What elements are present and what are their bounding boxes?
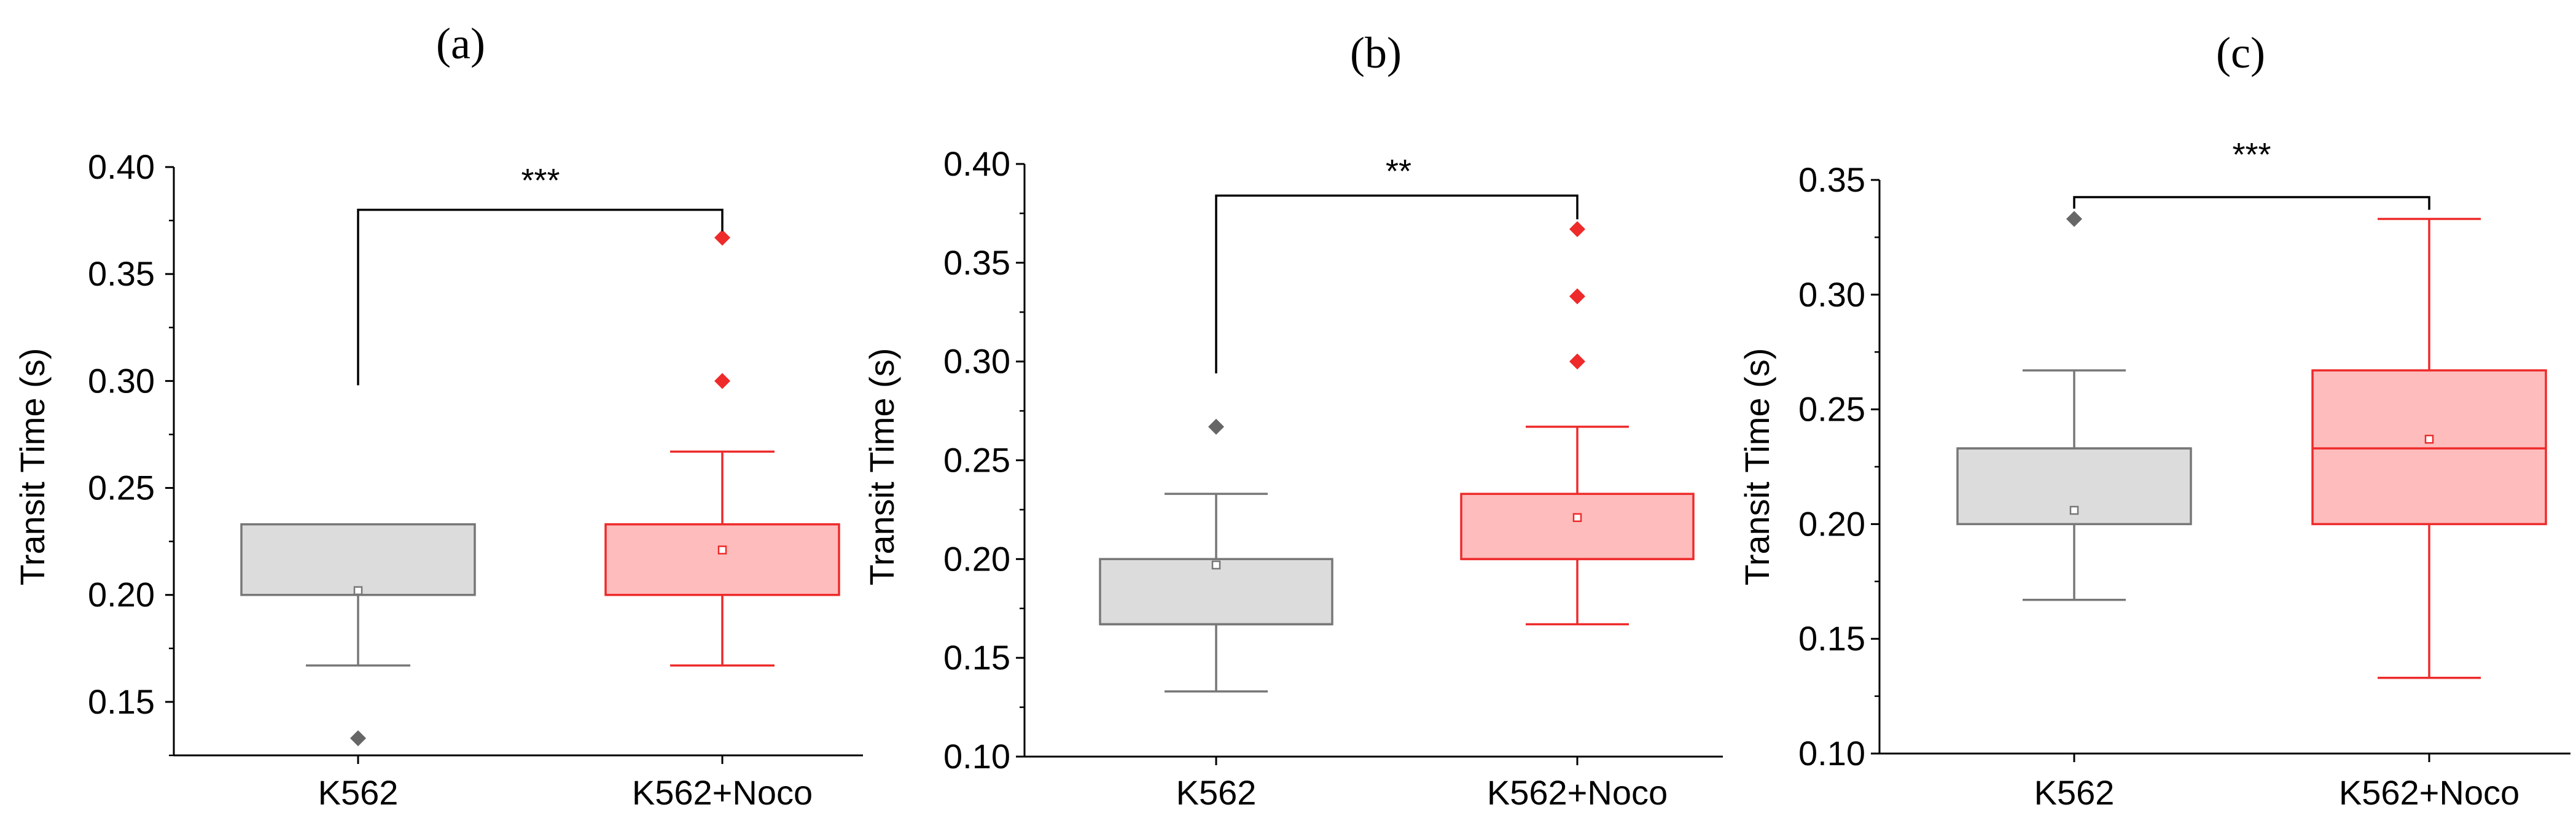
- y-tick-label: 0.35: [1798, 160, 1865, 199]
- box-rect: [604, 523, 840, 596]
- y-axis-title: Transit Time (s): [862, 348, 901, 586]
- y-tick-label: 0.15: [1798, 619, 1865, 658]
- x-tick-label-k562: K562: [318, 773, 399, 812]
- y-tick-label: 0.35: [943, 243, 1010, 282]
- box-k562-noco: [1460, 221, 1695, 626]
- y-tick-label: 0.30: [88, 361, 155, 400]
- y-tick-label: 0.30: [1798, 275, 1865, 314]
- x-tick-label-k562-noco: K562+Noco: [1487, 773, 1668, 812]
- outlier-marker: [1569, 353, 1585, 370]
- significance-label: ***: [2232, 136, 2271, 173]
- x-tick-label-k562: K562: [1176, 773, 1257, 812]
- outlier-marker: [1569, 288, 1585, 305]
- panel-label: (a): [436, 19, 485, 68]
- mean-marker: [1572, 513, 1582, 523]
- significance-bracket: [1215, 194, 1579, 373]
- y-tick-label: 0.25: [943, 441, 1010, 480]
- y-tick-label: 0.10: [1798, 734, 1865, 773]
- box-k562: [240, 523, 476, 747]
- x-tick-label-k562: K562: [2034, 773, 2115, 812]
- box-k562-noco: [2311, 217, 2547, 679]
- box-rect: [2311, 369, 2547, 526]
- y-tick-label: 0.15: [943, 638, 1010, 677]
- significance-label: ***: [521, 162, 560, 199]
- y-tick-label: 0.25: [1798, 390, 1865, 429]
- x-tick-label-k562-noco: K562+Noco: [632, 773, 813, 812]
- outlier-marker: [1569, 221, 1585, 238]
- x-tick-label-k562-noco: K562+Noco: [2339, 773, 2519, 812]
- mean-marker: [2424, 434, 2434, 444]
- y-tick-label: 0.20: [1798, 504, 1865, 543]
- y-tick-label: 0.30: [943, 342, 1010, 381]
- y-tick-label: 0.20: [88, 575, 155, 614]
- y-tick-label: 0.35: [88, 254, 155, 293]
- panel-c: (c) Transit Time (s) K562 K562+Noco *** …: [1738, 28, 2570, 812]
- panel-a: (a) Transit Time (s) K562 K562+Noco *** …: [13, 19, 863, 812]
- box-k562: [1956, 211, 2192, 601]
- box-k562-noco: [604, 229, 840, 667]
- panel-label: (b): [1350, 28, 1402, 77]
- significance-bracket: [357, 208, 724, 386]
- mean-marker: [2069, 505, 2079, 515]
- outlier-marker: [1208, 418, 1224, 435]
- significance-label: **: [1386, 153, 1411, 190]
- panel-b: (b) Transit Time (s) K562 K562+Noco ** 0…: [862, 28, 1723, 812]
- significance-bracket: [2073, 196, 2430, 210]
- y-axis-title: Transit Time (s): [1738, 348, 1776, 586]
- y-tick-label: 0.15: [88, 682, 155, 721]
- outlier-marker: [350, 730, 366, 747]
- y-tick-label: 0.20: [943, 539, 1010, 578]
- mean-marker: [353, 586, 363, 596]
- mean-marker: [1211, 560, 1221, 570]
- box-rect: [240, 523, 476, 596]
- panel-label: (c): [2216, 28, 2265, 77]
- outlier-marker: [714, 229, 730, 246]
- box-rect: [1460, 493, 1695, 561]
- y-tick-label: 0.40: [88, 147, 155, 186]
- outlier-marker: [714, 373, 730, 389]
- box-k562: [1099, 418, 1333, 693]
- outlier-marker: [2066, 211, 2082, 227]
- y-axis-title: Transit Time (s): [13, 348, 52, 586]
- y-tick-label: 0.25: [88, 469, 155, 507]
- mean-marker: [717, 545, 727, 555]
- y-tick-label: 0.40: [943, 144, 1010, 183]
- y-tick-label: 0.10: [943, 737, 1010, 776]
